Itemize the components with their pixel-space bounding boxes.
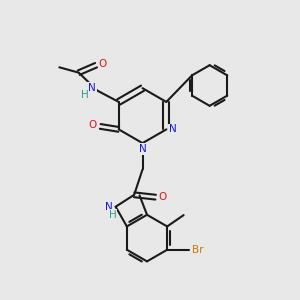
Text: H: H: [109, 210, 116, 220]
Text: N: N: [105, 202, 113, 212]
Text: N: N: [139, 144, 146, 154]
Text: O: O: [158, 192, 166, 202]
Text: N: N: [169, 124, 177, 134]
Text: O: O: [98, 59, 107, 69]
Text: Br: Br: [193, 245, 204, 255]
Text: N: N: [88, 83, 96, 93]
Text: H: H: [81, 90, 88, 100]
Text: O: O: [88, 120, 97, 130]
